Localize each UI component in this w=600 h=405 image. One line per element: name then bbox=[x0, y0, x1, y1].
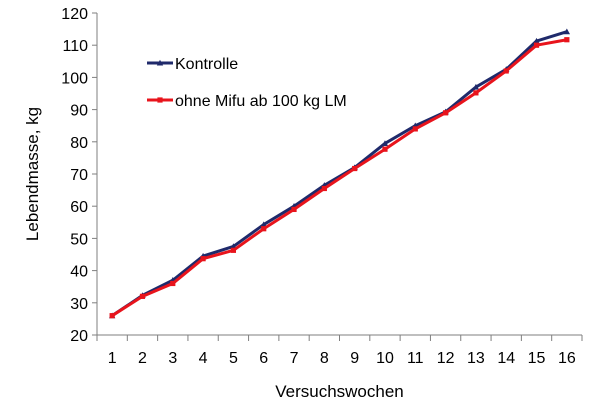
data-point bbox=[170, 280, 176, 287]
legend: Kontrolle ohne Mifu ab 100 kg LM bbox=[147, 56, 347, 110]
data-point bbox=[230, 247, 237, 253]
y-tick-label: 20 bbox=[70, 328, 88, 345]
data-point bbox=[321, 185, 327, 192]
x-tick-label: 8 bbox=[320, 350, 329, 367]
data-point bbox=[291, 206, 297, 213]
y-tick-label: 60 bbox=[70, 199, 88, 216]
series-line bbox=[111, 38, 568, 317]
data-point bbox=[352, 165, 358, 172]
data-point bbox=[473, 90, 479, 96]
legend-marker bbox=[156, 59, 164, 66]
x-axis-title: Versuchswochen bbox=[275, 382, 404, 401]
y-tick-label: 110 bbox=[62, 38, 88, 55]
data-point bbox=[564, 37, 570, 43]
x-tick-label: 3 bbox=[168, 350, 177, 367]
x-tick-label: 14 bbox=[497, 350, 515, 367]
x-tick-label: 2 bbox=[138, 350, 147, 367]
y-tick-label: 100 bbox=[61, 70, 88, 87]
x-tick-label: 7 bbox=[290, 350, 299, 367]
x-tick-label: 6 bbox=[259, 350, 268, 367]
data-point bbox=[261, 226, 267, 232]
legend-label: Kontrolle bbox=[175, 56, 238, 73]
legend-marker bbox=[157, 97, 163, 103]
x-tick-label: 12 bbox=[437, 350, 455, 367]
x-tick-label: 10 bbox=[376, 350, 394, 367]
data-point bbox=[412, 126, 418, 132]
y-tick-label: 80 bbox=[70, 135, 88, 152]
y-tick-label: 30 bbox=[70, 296, 88, 313]
data-point bbox=[139, 293, 146, 299]
legend-item: ohne Mifu ab 100 kg LM bbox=[147, 93, 347, 110]
data-point bbox=[533, 42, 540, 48]
data-point bbox=[109, 313, 115, 319]
x-tick-label: 13 bbox=[467, 350, 485, 367]
data-point bbox=[533, 37, 540, 44]
series-layer bbox=[108, 28, 571, 319]
series-line bbox=[111, 30, 568, 317]
y-axis-title: Lebendmasse, kg bbox=[23, 107, 42, 241]
y-axis: 20 30 40 50 60 70 80 90 100 110 120 bbox=[61, 6, 98, 345]
data-point bbox=[381, 140, 389, 146]
x-tick-label: 16 bbox=[558, 350, 576, 367]
data-point bbox=[260, 221, 267, 228]
y-tick-label: 50 bbox=[70, 231, 88, 248]
x-tick-label: 5 bbox=[229, 350, 238, 367]
x-tick-label: 11 bbox=[407, 350, 424, 367]
legend-label: ohne Mifu ab 100 kg LM bbox=[175, 93, 347, 110]
series-1 bbox=[109, 37, 570, 319]
x-tick-label: 15 bbox=[528, 350, 546, 367]
legend-item: Kontrolle bbox=[147, 56, 238, 73]
data-point bbox=[503, 68, 509, 74]
y-tick-label: 70 bbox=[70, 167, 88, 184]
data-point bbox=[442, 110, 449, 116]
x-tick-label: 4 bbox=[199, 350, 208, 367]
x-axis: 1 2 3 4 5 6 7 8 9 10 11 12 13 14 15 16 bbox=[96, 334, 583, 367]
y-tick-label: 120 bbox=[61, 6, 88, 23]
data-point bbox=[200, 256, 206, 262]
data-point bbox=[382, 146, 388, 152]
data-point bbox=[472, 83, 480, 90]
y-tick-label: 40 bbox=[70, 264, 88, 281]
y-tick-label: 90 bbox=[70, 103, 88, 120]
data-point bbox=[563, 28, 571, 35]
x-tick-label: 1 bbox=[108, 350, 117, 367]
x-tick-label: 9 bbox=[350, 350, 359, 367]
